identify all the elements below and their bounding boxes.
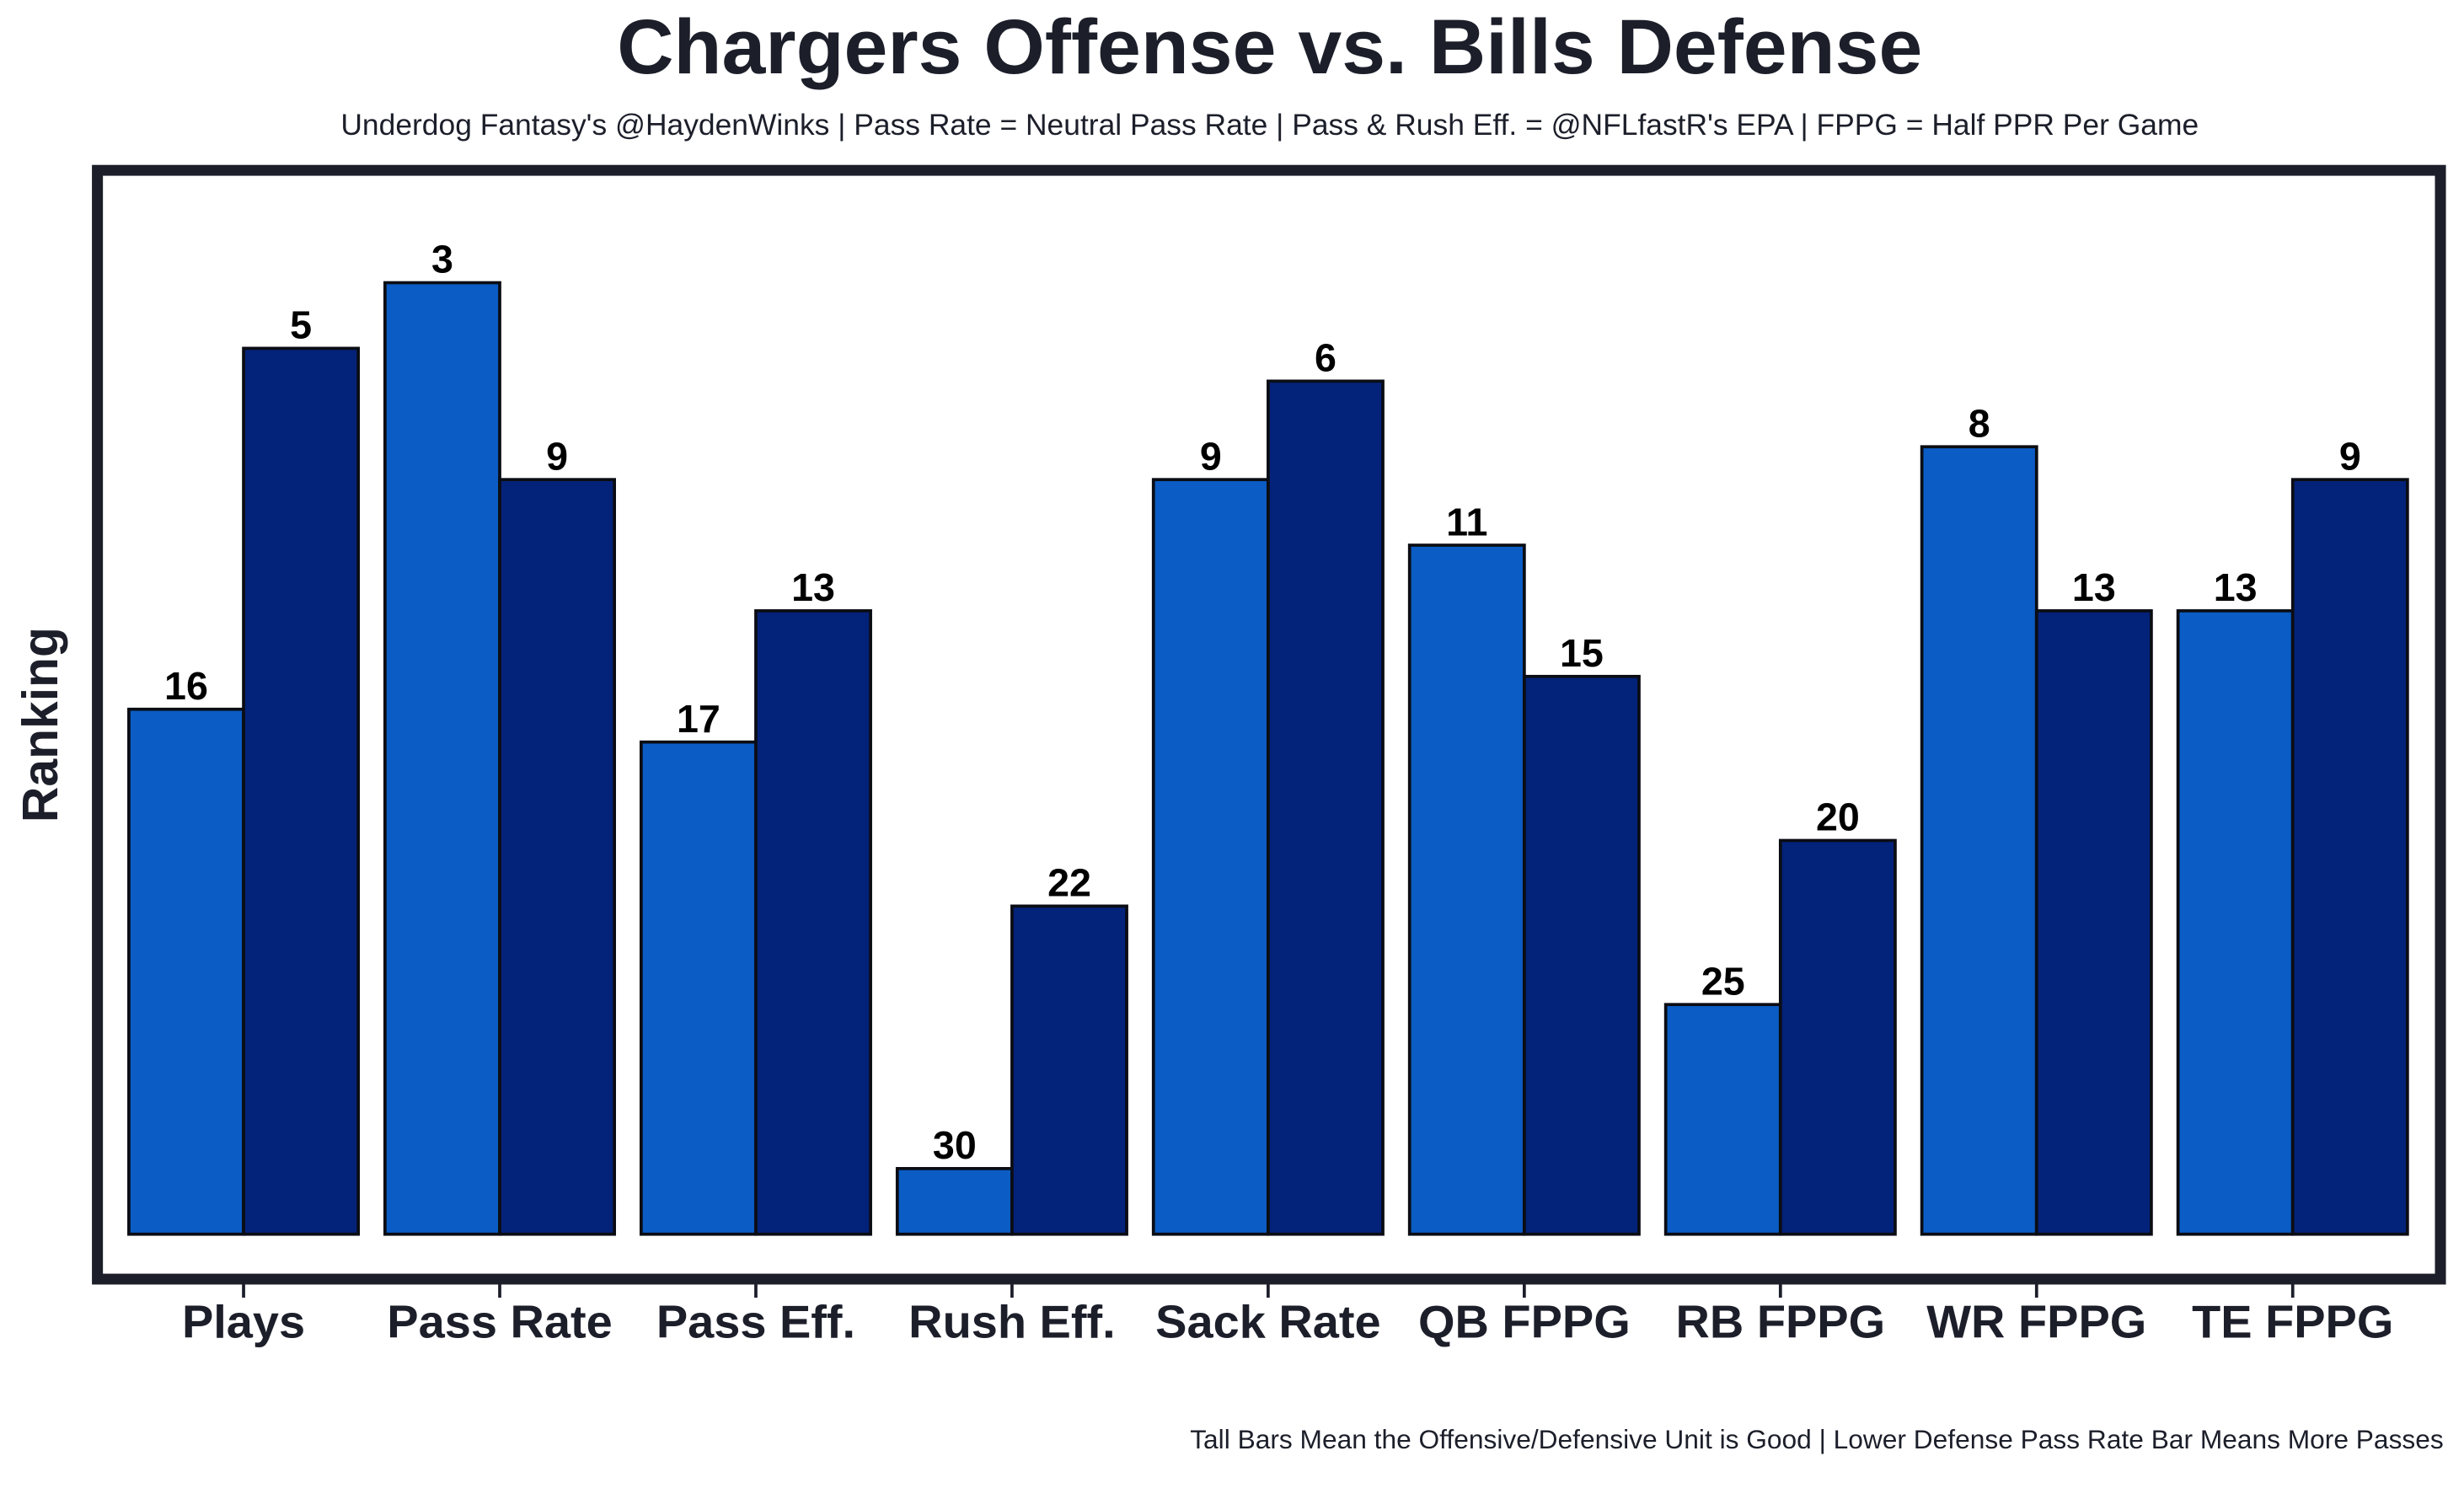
bar	[2034, 609, 2153, 1236]
bar	[1151, 478, 1270, 1236]
x-tick-label: Sack Rate	[1155, 1296, 1380, 1348]
chart-title: Chargers Offense vs. Bills Defense	[617, 3, 1922, 89]
bar	[2176, 609, 2295, 1236]
value-label: 13	[2072, 565, 2116, 609]
x-tick-label: Pass Eff.	[656, 1296, 855, 1348]
bar	[1920, 445, 2038, 1236]
value-label: 13	[2214, 565, 2258, 609]
value-label: 9	[2339, 435, 2361, 479]
x-tick-label: Pass Rate	[387, 1296, 612, 1348]
x-tick-label: RB FPPG	[1676, 1296, 1886, 1348]
value-label: 25	[1701, 960, 1745, 1004]
bar	[127, 707, 245, 1236]
bar	[639, 740, 758, 1236]
y-axis-label: Ranking	[12, 627, 68, 822]
bar	[1267, 379, 1385, 1236]
bar	[1778, 838, 1897, 1236]
value-label: 3	[431, 238, 453, 281]
bar	[1407, 543, 1526, 1236]
bar	[2290, 478, 2409, 1236]
plot-frame	[92, 164, 2446, 1285]
value-label: 30	[933, 1123, 977, 1167]
bar	[383, 281, 501, 1236]
value-label: 15	[1560, 631, 1604, 675]
x-tick-label: QB FPPG	[1418, 1296, 1631, 1348]
value-label: 11	[1446, 501, 1487, 544]
value-label: 17	[677, 697, 720, 741]
value-label: 8	[1969, 402, 1990, 446]
value-label: 9	[1200, 435, 1222, 479]
x-tick-label: TE FPPG	[2192, 1296, 2393, 1348]
value-label: 20	[1816, 795, 1860, 839]
x-tick-label: WR FPPG	[1926, 1296, 2146, 1348]
bar	[754, 609, 872, 1236]
chart-subtitle: Underdog Fantasy's @HaydenWinks | Pass R…	[340, 109, 2199, 142]
value-label: 16	[164, 664, 208, 708]
caption: Tall Bars Mean the Offensive/Defensive U…	[1190, 1425, 2444, 1454]
value-label: 6	[1315, 336, 1336, 380]
value-label: 22	[1047, 861, 1091, 905]
bar	[242, 346, 361, 1236]
bar	[895, 1167, 1014, 1236]
bar	[1522, 674, 1641, 1236]
x-tick-label: Plays	[182, 1296, 305, 1348]
bar	[1010, 904, 1128, 1236]
bar	[1663, 1003, 1782, 1236]
value-label: 5	[290, 303, 312, 347]
bar	[498, 478, 617, 1236]
x-tick-label: Rush Eff.	[908, 1296, 1115, 1348]
value-label: 13	[791, 565, 835, 609]
value-label: 9	[546, 435, 568, 479]
